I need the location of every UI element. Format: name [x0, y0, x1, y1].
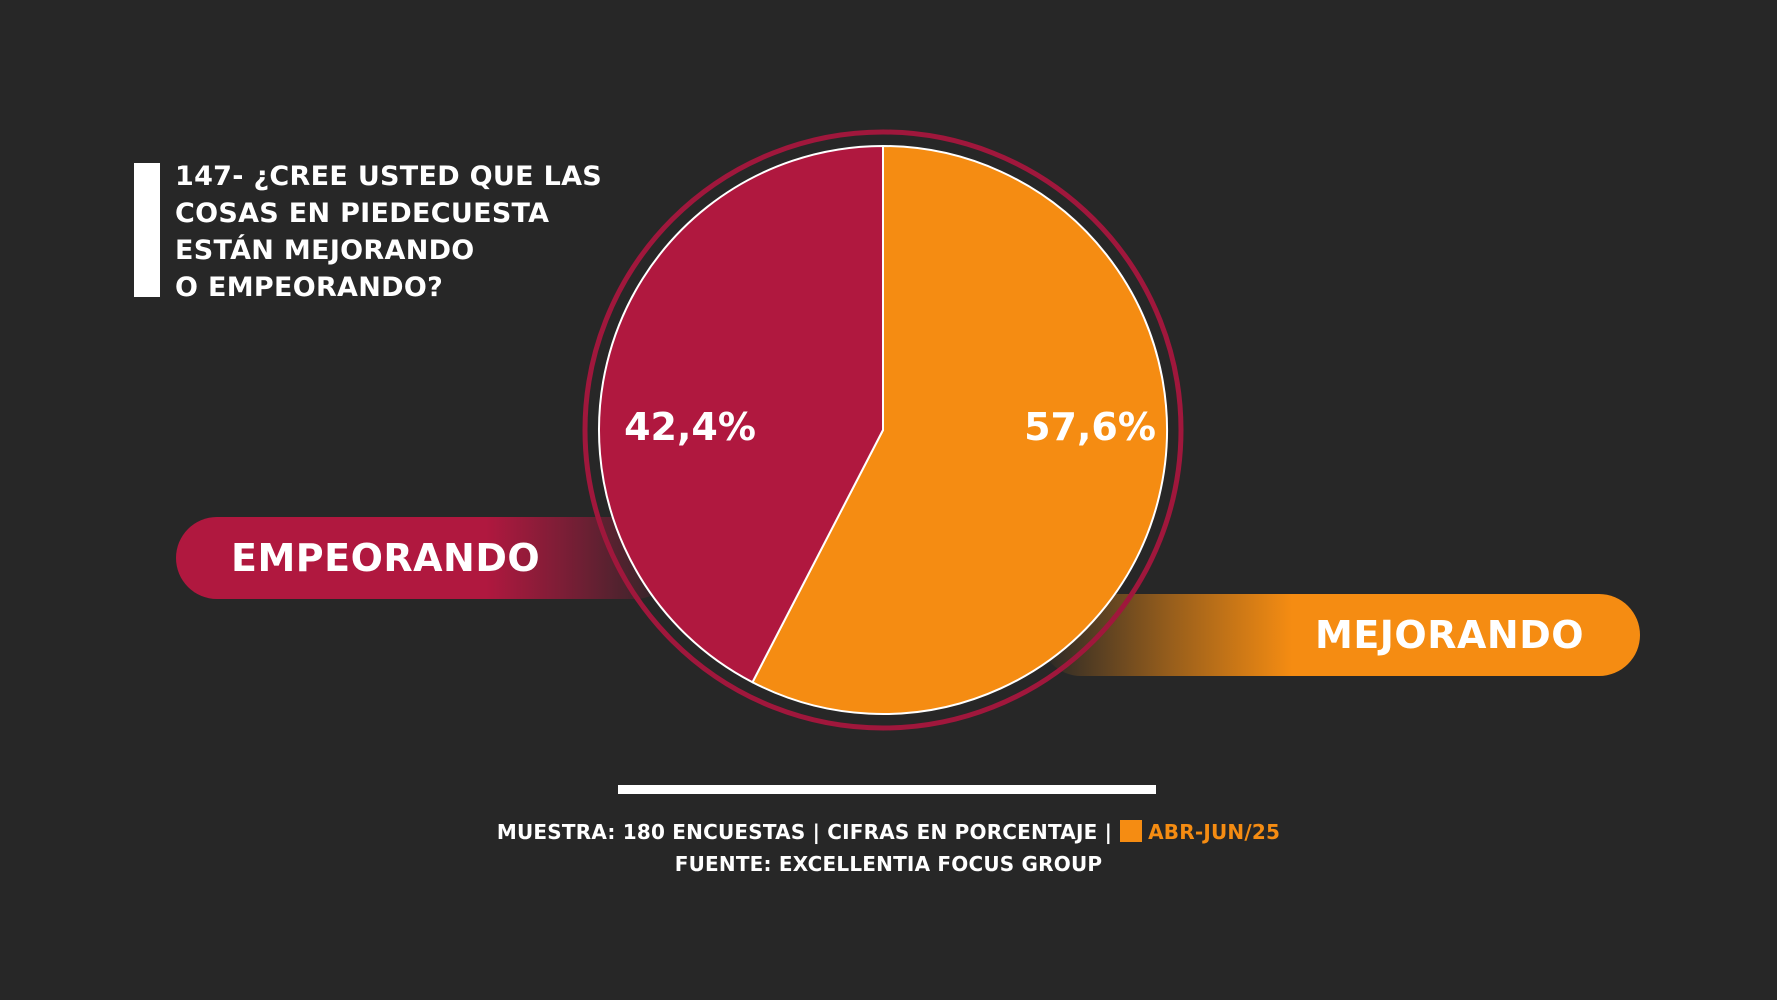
period-swatch — [1120, 820, 1143, 842]
title-line: O EMPEORANDO? — [175, 272, 444, 303]
pie-slice-mejorando — [751, 145, 1168, 715]
chart-title: 147- ¿CREE USTED QUE LAS COSAS EN PIEDEC… — [175, 158, 615, 306]
footer-divider — [618, 785, 1156, 794]
source-text: FUENTE: EXCELLENTIA FOCUS GROUP — [674, 852, 1103, 876]
title-line: COSAS EN PIEDECUESTA — [175, 198, 550, 229]
mejorando-label-pill: MEJORANDO — [1040, 594, 1640, 676]
empeorando-label-pill: EMPEORANDO — [176, 517, 676, 599]
sample-text: MUESTRA: 180 ENCUESTAS | CIFRAS EN PORCE… — [496, 820, 1113, 844]
pie-value-label-mejorando: 57,6% — [1024, 405, 1156, 449]
empeorando-label: EMPEORANDO — [231, 536, 541, 580]
title-accent-bar — [134, 163, 160, 297]
footer-sample-line: MUESTRA: 180 ENCUESTAS | CIFRAS EN PORCE… — [0, 820, 1777, 844]
pie-value-label-empeorando: 42,4% — [624, 405, 756, 449]
title-line: 147- ¿CREE USTED QUE LAS — [175, 161, 603, 192]
period-text: ABR-JUN/25 — [1148, 820, 1281, 844]
title-line: ESTÁN MEJORANDO — [175, 235, 475, 266]
footer-source-line: FUENTE: EXCELLENTIA FOCUS GROUP — [0, 852, 1777, 876]
mejorando-label: MEJORANDO — [1315, 613, 1585, 657]
pie-slice-empeorando — [598, 145, 884, 684]
pie-outer-ring — [582, 129, 1184, 731]
